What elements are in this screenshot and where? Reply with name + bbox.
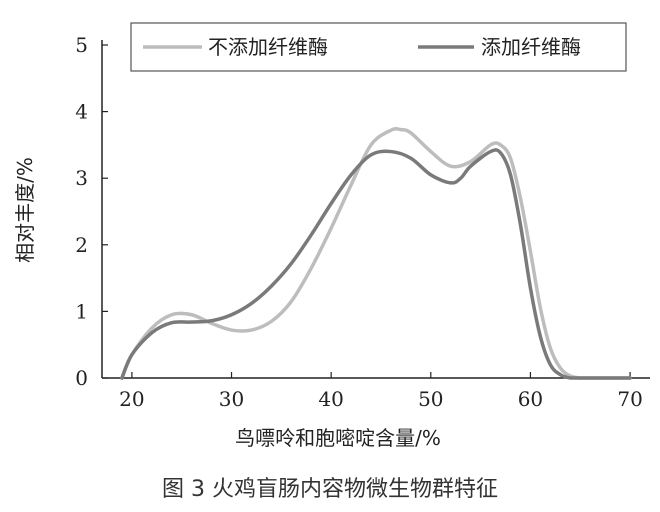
- figure-caption: 图 3 火鸡盲肠内容物微生物群特征: [162, 477, 498, 502]
- x-tick-label: 50: [418, 387, 443, 411]
- series-layer: [120, 127, 632, 380]
- x-tick-label: 40: [318, 387, 343, 411]
- series-line-1: [120, 127, 632, 380]
- legend-box: [130, 22, 627, 72]
- y-tick-label: 0: [75, 366, 88, 390]
- x-tick-label: 70: [617, 387, 642, 411]
- y-tick-label: 1: [75, 299, 88, 323]
- x-tick-label: 20: [119, 387, 144, 411]
- x-tick-label: 60: [518, 387, 543, 411]
- x-axis-label: 鸟嘌呤和胞嘧啶含量/%: [235, 426, 441, 450]
- y-tick-label: 5: [75, 33, 88, 57]
- y-tick-label: 3: [75, 166, 88, 190]
- y-tick-label: 4: [75, 100, 88, 124]
- axes-layer: [101, 40, 650, 379]
- legend-label-1: 不添加纤维酶: [208, 35, 328, 59]
- y-axis-label: 相对丰度/%: [13, 157, 37, 263]
- legend: 不添加纤维酶 添加纤维酶: [130, 22, 627, 72]
- x-tick-label: 30: [219, 387, 244, 411]
- series-line-2: [120, 148, 632, 380]
- y-tick-label: 2: [75, 233, 88, 257]
- legend-label-2: 添加纤维酶: [481, 35, 581, 59]
- ticks-layer: 20 30 40 50 60 70 0 1 2 3 4 5: [75, 33, 643, 411]
